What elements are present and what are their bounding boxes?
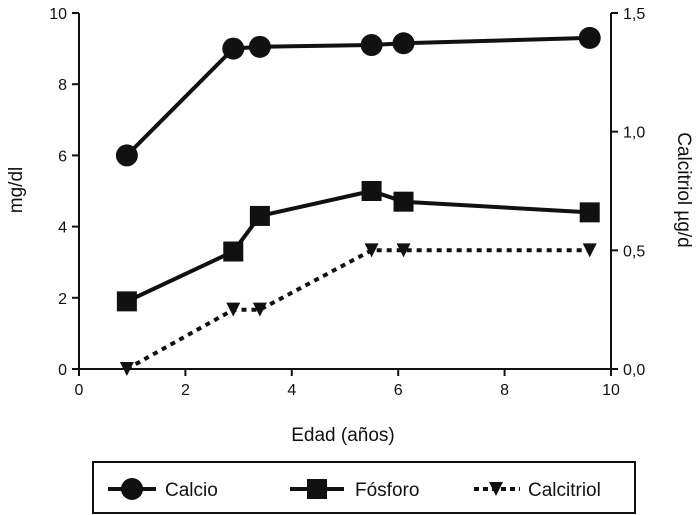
series-calcitriol: [119, 243, 597, 376]
series-line: [125, 35, 590, 157]
series-line: [125, 248, 590, 371]
data-point-triangle: [582, 243, 597, 258]
series-line: [126, 189, 590, 304]
legend: Calcio Fósforo Calcitriol: [92, 461, 636, 514]
y2-tick-label: 1,5: [623, 6, 645, 23]
legend-triangle-icon: [489, 482, 503, 496]
data-point-triangle: [252, 302, 267, 317]
series-calcio: [115, 26, 601, 167]
data-point-circle: [360, 34, 383, 57]
chart-series: [115, 26, 601, 376]
data-point-triangle: [226, 302, 241, 317]
legend-item-fosforo: Fósforo: [290, 479, 419, 501]
legend-box: [92, 461, 636, 514]
y2-axis-title: Calcitriol µg/d: [673, 132, 694, 247]
legend-item-calcio: Calcio: [108, 478, 218, 501]
chart-axes: [78, 13, 612, 370]
y-tick-label: 2: [58, 291, 67, 308]
data-point-circle: [392, 32, 415, 55]
legend-square-icon: [307, 479, 327, 499]
data-point-circle: [222, 37, 245, 60]
legend-item-calcitriol: Calcitriol: [474, 480, 601, 501]
y-axis-title: mg/dl: [6, 167, 27, 213]
data-point-square: [579, 202, 600, 223]
y-tick-label: 0: [58, 362, 67, 379]
y2-tick-label: 0,5: [623, 243, 645, 260]
y-tick-label: 10: [49, 6, 67, 23]
y-tick-label: 4: [58, 220, 67, 237]
data-point-square: [249, 205, 270, 226]
data-point-triangle: [396, 243, 411, 258]
series-fósforo: [116, 181, 600, 312]
data-point-square: [361, 181, 382, 201]
legend-label-calcio: Calcio: [165, 480, 218, 501]
data-point-circle: [248, 35, 271, 58]
legend-label-fosforo: Fósforo: [355, 480, 419, 501]
x-tick-label: 4: [287, 382, 296, 399]
y2-tick-label: 1,0: [623, 125, 645, 142]
data-point-square: [116, 291, 137, 312]
x-axis-title: Edad (años): [291, 425, 395, 446]
legend-label-calcitriol: Calcitriol: [528, 480, 601, 501]
x-tick-label: 8: [500, 382, 509, 399]
x-tick-label: 2: [181, 382, 190, 399]
y-tick-label: 6: [58, 148, 67, 165]
data-point-circle: [578, 26, 601, 49]
data-point-circle: [115, 144, 138, 167]
data-point-triangle: [364, 243, 379, 258]
y2-tick-label: 0,0: [623, 362, 645, 379]
x-tick-label: 6: [394, 382, 403, 399]
data-point-square: [223, 241, 244, 262]
x-tick-label: 0: [75, 382, 84, 399]
data-point-triangle: [119, 362, 134, 376]
x-tick-label: 10: [602, 382, 620, 399]
data-point-square: [393, 191, 414, 212]
y-tick-label: 8: [58, 77, 67, 94]
legend-circle-icon: [121, 478, 143, 500]
